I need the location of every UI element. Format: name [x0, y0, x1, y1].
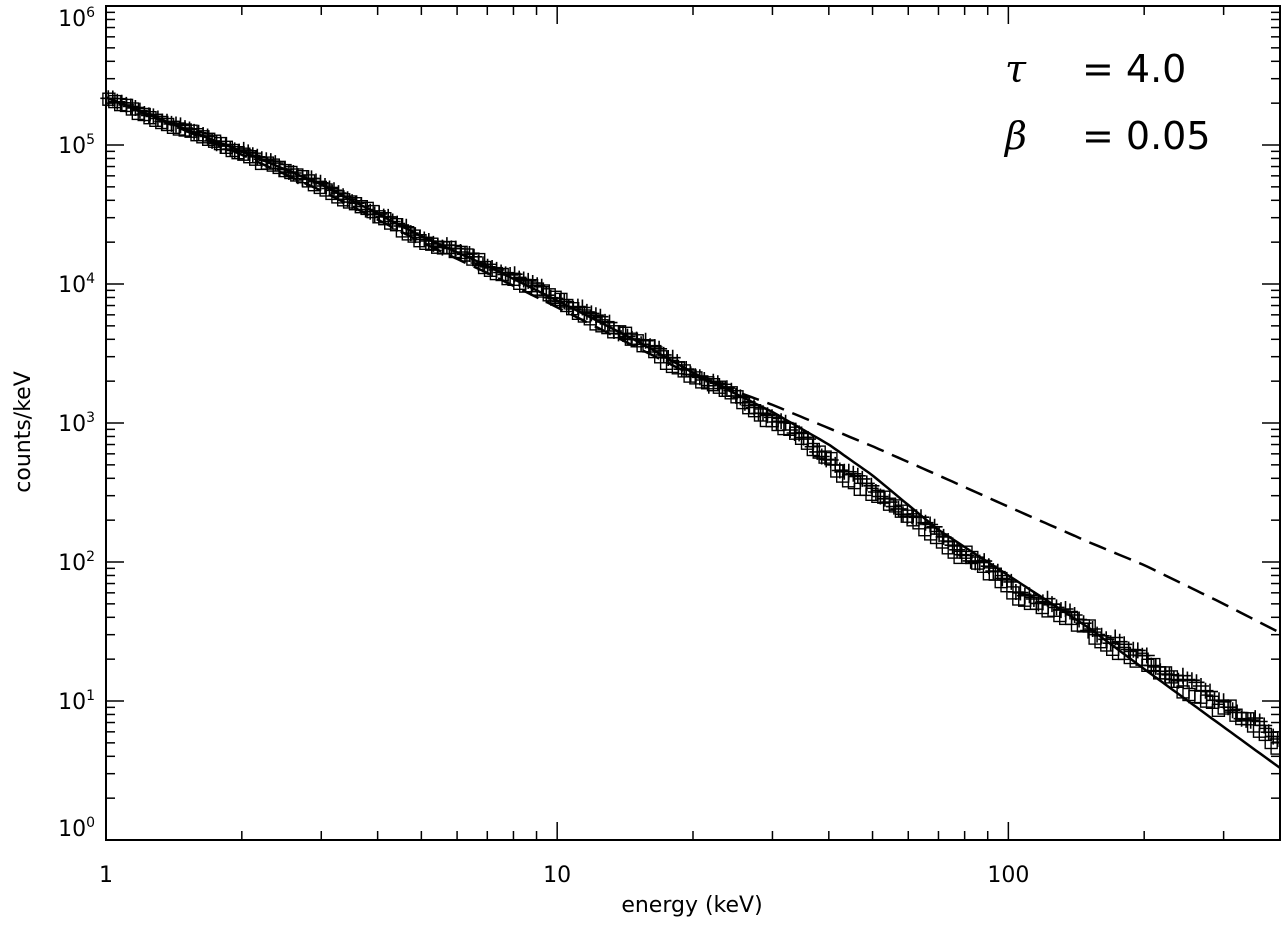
data-point-plus — [321, 180, 338, 197]
data-point-square — [1270, 741, 1281, 755]
data-point-plus — [398, 218, 415, 235]
data-point-plus — [1025, 591, 1042, 607]
data-point-plus — [773, 413, 790, 430]
y-tick-label: 101 — [58, 688, 95, 715]
beta-value: = 0.05 — [1082, 114, 1211, 158]
data-point-plus — [131, 102, 148, 119]
data-point-plus — [1260, 724, 1277, 741]
data-point-plus — [317, 178, 333, 194]
data-point-plus — [931, 526, 948, 543]
data-point-plus — [849, 467, 866, 484]
data-point-plus — [989, 563, 1006, 580]
data-point-plus — [244, 147, 261, 164]
y-tick-label: 106 — [58, 5, 95, 32]
y-tick-label: 105 — [58, 132, 95, 159]
x-tick-label: 10 — [543, 863, 571, 888]
data-point-plus — [619, 328, 636, 345]
annotation-tau: τ = 4.0 — [1005, 47, 1186, 91]
y-axis-title: counts/keV — [11, 371, 36, 492]
x-tick-label: 100 — [987, 863, 1029, 888]
series-layer — [100, 90, 1281, 769]
data-point-plus — [601, 314, 618, 331]
data-point-plus — [854, 470, 871, 487]
data-point-plus — [1224, 702, 1241, 719]
model-dashed-line — [105, 96, 1281, 634]
tau-value: = 4.0 — [1082, 47, 1186, 91]
data-point-plus — [755, 405, 771, 422]
data-point-plus — [520, 272, 537, 289]
data-point-plus — [1066, 607, 1083, 623]
annotation-beta: β = 0.05 — [1003, 114, 1211, 158]
data-point-plus — [1048, 599, 1065, 616]
data-point-plus — [655, 346, 672, 363]
data-point-plus — [384, 213, 401, 230]
y-tick-label: 103 — [58, 410, 95, 437]
data-point-plus — [1062, 603, 1078, 620]
data-point-plus — [1188, 674, 1205, 691]
data-point-plus — [1247, 710, 1264, 727]
data-point-plus — [1021, 587, 1038, 604]
data-point-plus — [633, 336, 650, 353]
data-point-plus — [533, 278, 550, 295]
y-tick-label: 104 — [58, 271, 95, 298]
y-tick-labels: 100 101 102 103 104 105 106 — [58, 5, 95, 842]
data-point-plus — [845, 465, 862, 482]
x-axis-title: energy (keV) — [621, 893, 762, 918]
axis-ticks — [105, 5, 1281, 841]
tau-symbol: τ — [1005, 47, 1027, 91]
data-point-plus — [867, 484, 884, 500]
y-tick-label: 102 — [58, 549, 95, 576]
data-point-plus — [718, 380, 735, 397]
beta-symbol: β — [1003, 114, 1027, 158]
x-tick-label: 1 — [99, 863, 113, 888]
data-point-plus — [1089, 626, 1106, 643]
model-solid-line — [105, 96, 1281, 769]
y-tick-label: 100 — [58, 815, 95, 842]
data-point-plus — [578, 303, 595, 320]
x-tick-labels: 1 10 100 — [99, 863, 1029, 888]
